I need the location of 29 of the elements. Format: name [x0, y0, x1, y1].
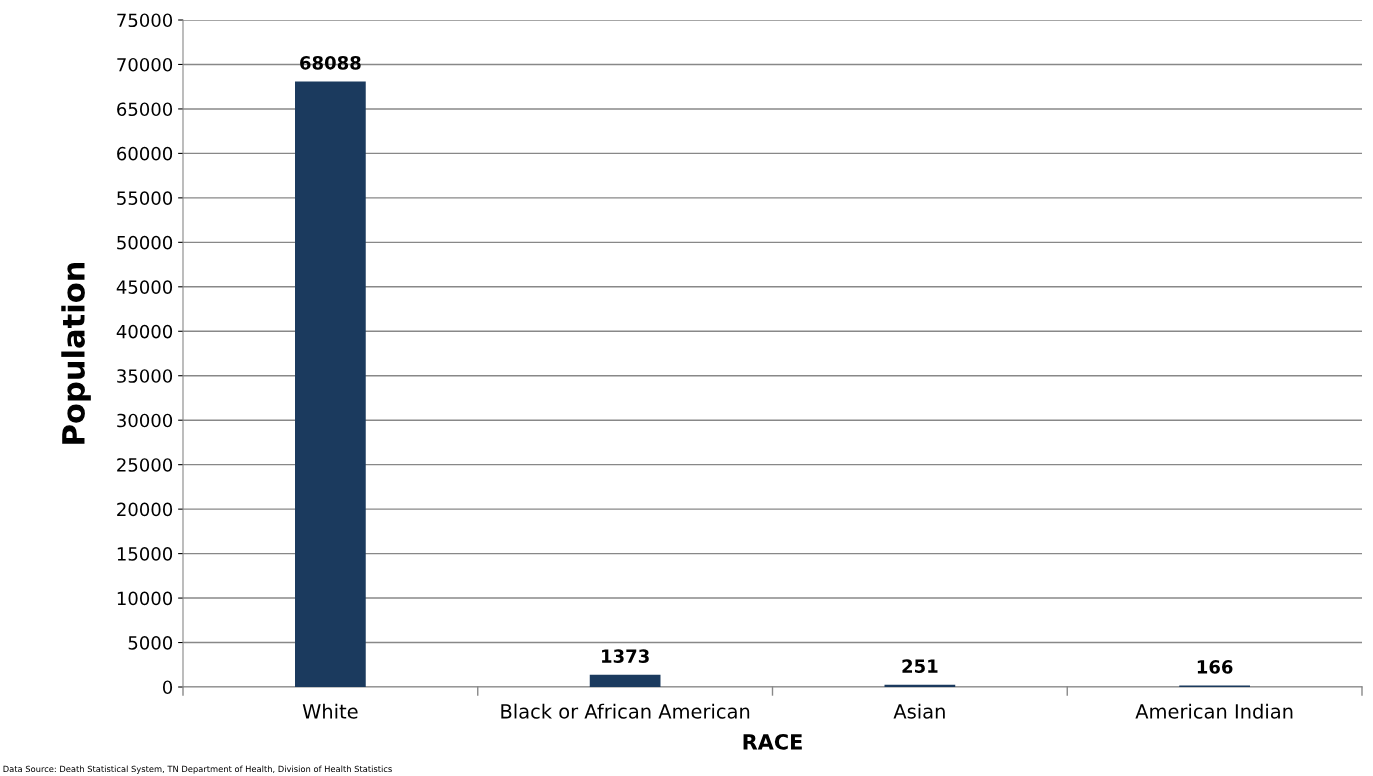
- y-tick-label: 60000: [117, 146, 173, 161]
- x-tick-label: Asian: [893, 703, 945, 719]
- x-tick-label: White: [302, 703, 358, 719]
- source-note: Data Source: Death Statistical System, TN Department of Health, Division of Health Statistics: [3, 765, 392, 774]
- y-tick-label: 10000: [117, 591, 173, 606]
- data-label: 68088: [300, 55, 361, 70]
- y-axis-title: Population: [61, 262, 91, 444]
- y-tick-label: 40000: [116, 324, 173, 339]
- y-tick-label: 70000: [117, 57, 173, 72]
- bar: [589, 674, 661, 687]
- y-tick-label: 50000: [117, 235, 173, 250]
- y-tick-label: 5000: [128, 635, 173, 650]
- data-label: 1373: [602, 649, 649, 663]
- data-label: 251: [902, 659, 938, 673]
- data-label: 166: [1197, 660, 1233, 674]
- y-tick-label: 25000: [117, 458, 173, 472]
- y-tick-label: 30000: [117, 413, 173, 428]
- y-tick-label: 75000: [117, 13, 173, 28]
- y-tick-label: 65000: [117, 102, 173, 117]
- y-tick-label: 0: [162, 680, 173, 695]
- y-tick-label: 15000: [117, 547, 173, 561]
- y-tick-label: 55000: [117, 191, 173, 205]
- x-axis-title: RACE: [743, 733, 802, 750]
- bar: [295, 81, 366, 687]
- y-tick-label: 35000: [117, 369, 173, 383]
- x-tick-label: Black or African American: [501, 703, 750, 719]
- y-tick-label: 20000: [117, 502, 173, 517]
- y-tick-label: 45000: [116, 280, 173, 294]
- x-tick-label: American Indian: [1135, 703, 1293, 719]
